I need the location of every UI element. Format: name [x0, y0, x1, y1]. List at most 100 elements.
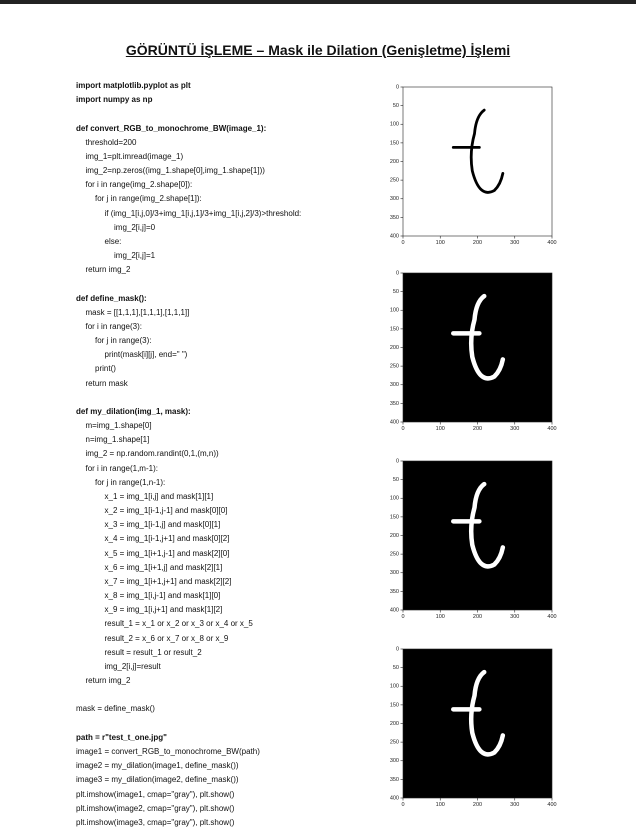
x-tick-label: 300	[510, 426, 519, 432]
y-tick-label: 200	[390, 533, 399, 539]
x-tick-label: 300	[510, 240, 519, 246]
code-line: for j in range(1,n-1):	[95, 477, 166, 487]
code-line: result_1 = x_1 or x_2 or x_3 or x_4 or x…	[104, 619, 253, 629]
x-tick-label: 100	[436, 802, 445, 808]
y-tick-label: 150	[390, 326, 399, 332]
y-tick-label: 150	[390, 702, 399, 708]
image-background	[403, 649, 552, 798]
y-tick-label: 100	[390, 684, 399, 690]
code-line: print()	[95, 364, 116, 374]
y-tick-label: 50	[393, 103, 399, 109]
y-tick-label: 100	[390, 496, 399, 502]
y-tick-label: 350	[390, 589, 399, 595]
y-tick-label: 0	[396, 270, 399, 276]
code-line: img_2=np.zeros((img_1.shape[0],img_1.sha…	[85, 166, 265, 176]
x-tick-label: 200	[473, 802, 482, 808]
y-tick-label: 0	[396, 646, 399, 652]
y-tick-label: 100	[390, 308, 399, 314]
code-header-line: import numpy as np	[76, 95, 153, 105]
code-line: image1 = convert_RGB_to_monochrome_BW(pa…	[76, 746, 260, 756]
y-tick-label: 350	[390, 777, 399, 783]
x-tick-label: 400	[547, 802, 556, 808]
x-tick-label: 0	[401, 426, 404, 432]
code-line: mask = define_mask()	[76, 704, 155, 714]
top-bar	[0, 0, 636, 4]
code-line: img_2[i,j]=0	[114, 222, 156, 232]
code-line: x_2 = img_1[i-1,j-1] and mask[0][0]	[104, 506, 228, 516]
code-line: plt.imshow(image1, cmap="gray"), plt.sho…	[76, 789, 235, 799]
document-title: GÖRÜNTÜ İŞLEME – Mask ile Dilation (Geni…	[125, 42, 511, 58]
code-line: image3 = my_dilation(image2, define_mask…	[76, 775, 239, 785]
image-background	[403, 87, 552, 236]
y-tick-label: 200	[390, 721, 399, 727]
code-header-line: def convert_RGB_to_monochrome_BW(image_1…	[76, 123, 267, 133]
code-line: plt.imshow(image2, cmap="gray"), plt.sho…	[76, 803, 235, 813]
code-line: img_1=plt.imread(image_1)	[85, 151, 184, 161]
x-tick-label: 300	[510, 614, 519, 620]
x-tick-label: 400	[547, 426, 556, 432]
y-tick-label: 250	[390, 178, 399, 184]
y-tick-label: 150	[390, 140, 399, 146]
code-line: result = result_1 or result_2	[104, 647, 202, 657]
code-header-line: import matplotlib.pyplot as plt	[76, 81, 191, 90]
code-line: m=img_1.shape[0]	[85, 421, 152, 431]
glyph-stroke	[469, 108, 505, 194]
y-tick-label: 0	[396, 84, 399, 90]
glyph-stroke	[468, 669, 506, 757]
code-line: img_2[i,j]=1	[114, 251, 156, 261]
code-listing: import matplotlib.pyplot as plt import nu…	[76, 0, 376, 836]
y-tick-label: 50	[393, 289, 399, 295]
y-tick-label: 300	[390, 196, 399, 202]
code-line: return img_2	[85, 676, 131, 686]
code-line: result_2 = x_6 or x_7 or x_8 or x_9	[104, 633, 229, 643]
y-tick-label: 350	[390, 215, 399, 221]
y-tick-label: 400	[390, 419, 399, 425]
x-tick-label: 200	[473, 240, 482, 246]
y-tick-label: 400	[390, 233, 399, 239]
code-line: x_3 = img_1[i-1,j] and mask[0][1]	[104, 520, 221, 530]
code-line: x_6 = img_1[i+1,j] and mask[2][1]	[104, 562, 223, 572]
x-tick-label: 100	[436, 426, 445, 432]
code-line: x_5 = img_1[i+1,j-1] and mask[2][0]	[104, 548, 230, 558]
y-tick-label: 300	[390, 758, 399, 764]
y-tick-label: 250	[390, 740, 399, 746]
code-line: image2 = my_dilation(image1, define_mask…	[76, 761, 239, 771]
code-header-line: def define_mask():	[76, 293, 147, 303]
glyph-stroke	[468, 293, 506, 381]
code-line: mask = [[1,1,1],[1,1,1],[1,1,1]]	[85, 307, 190, 317]
y-tick-label: 50	[393, 477, 399, 483]
code-line: for j in range(3):	[95, 336, 152, 346]
y-tick-label: 200	[390, 159, 399, 165]
code-line: x_7 = img_1[i+1,j+1] and mask[2][2]	[104, 576, 232, 586]
x-tick-label: 0	[401, 614, 404, 620]
x-tick-label: 100	[436, 240, 445, 246]
code-line: x_8 = img_1[i,j-1] and mask[1][0]	[104, 591, 221, 601]
y-tick-label: 400	[390, 795, 399, 801]
code-line: if (img_1[i,j,0]/3+img_1[i,j,1]/3+img_1[…	[104, 208, 302, 218]
code-line: return mask	[85, 378, 128, 388]
y-tick-label: 250	[390, 364, 399, 370]
glyph-stroke	[468, 481, 506, 569]
code-line: for i in range(3):	[85, 321, 142, 331]
code-line: img_2 = np.random.randint(0,1,(m,n))	[85, 449, 219, 459]
code-line: return img_2	[85, 265, 131, 275]
y-tick-label: 300	[390, 382, 399, 388]
code-header-line: path = r"test_t_one.jpg"	[76, 732, 167, 742]
code-line: else:	[104, 236, 122, 246]
code-line: for i in range(1,m-1):	[85, 463, 158, 473]
code-header-line: def my_dilation(img_1, mask):	[76, 406, 191, 416]
code-line: for j in range(img_2.shape[1]):	[95, 194, 202, 204]
y-tick-label: 350	[390, 401, 399, 407]
x-tick-label: 100	[436, 614, 445, 620]
code-line: x_4 = img_1[i-1,j+1] and mask[0][2]	[104, 534, 230, 544]
code-line: x_9 = img_1[i,j+1] and mask[1][2]	[104, 605, 223, 615]
y-tick-label: 150	[390, 514, 399, 520]
x-tick-label: 300	[510, 802, 519, 808]
y-tick-label: 250	[390, 552, 399, 558]
code-line: img_2[i,j]=result	[104, 661, 161, 671]
code-line: x_1 = img_1[i,j] and mask[1][1]	[104, 491, 214, 501]
y-tick-label: 200	[390, 345, 399, 351]
